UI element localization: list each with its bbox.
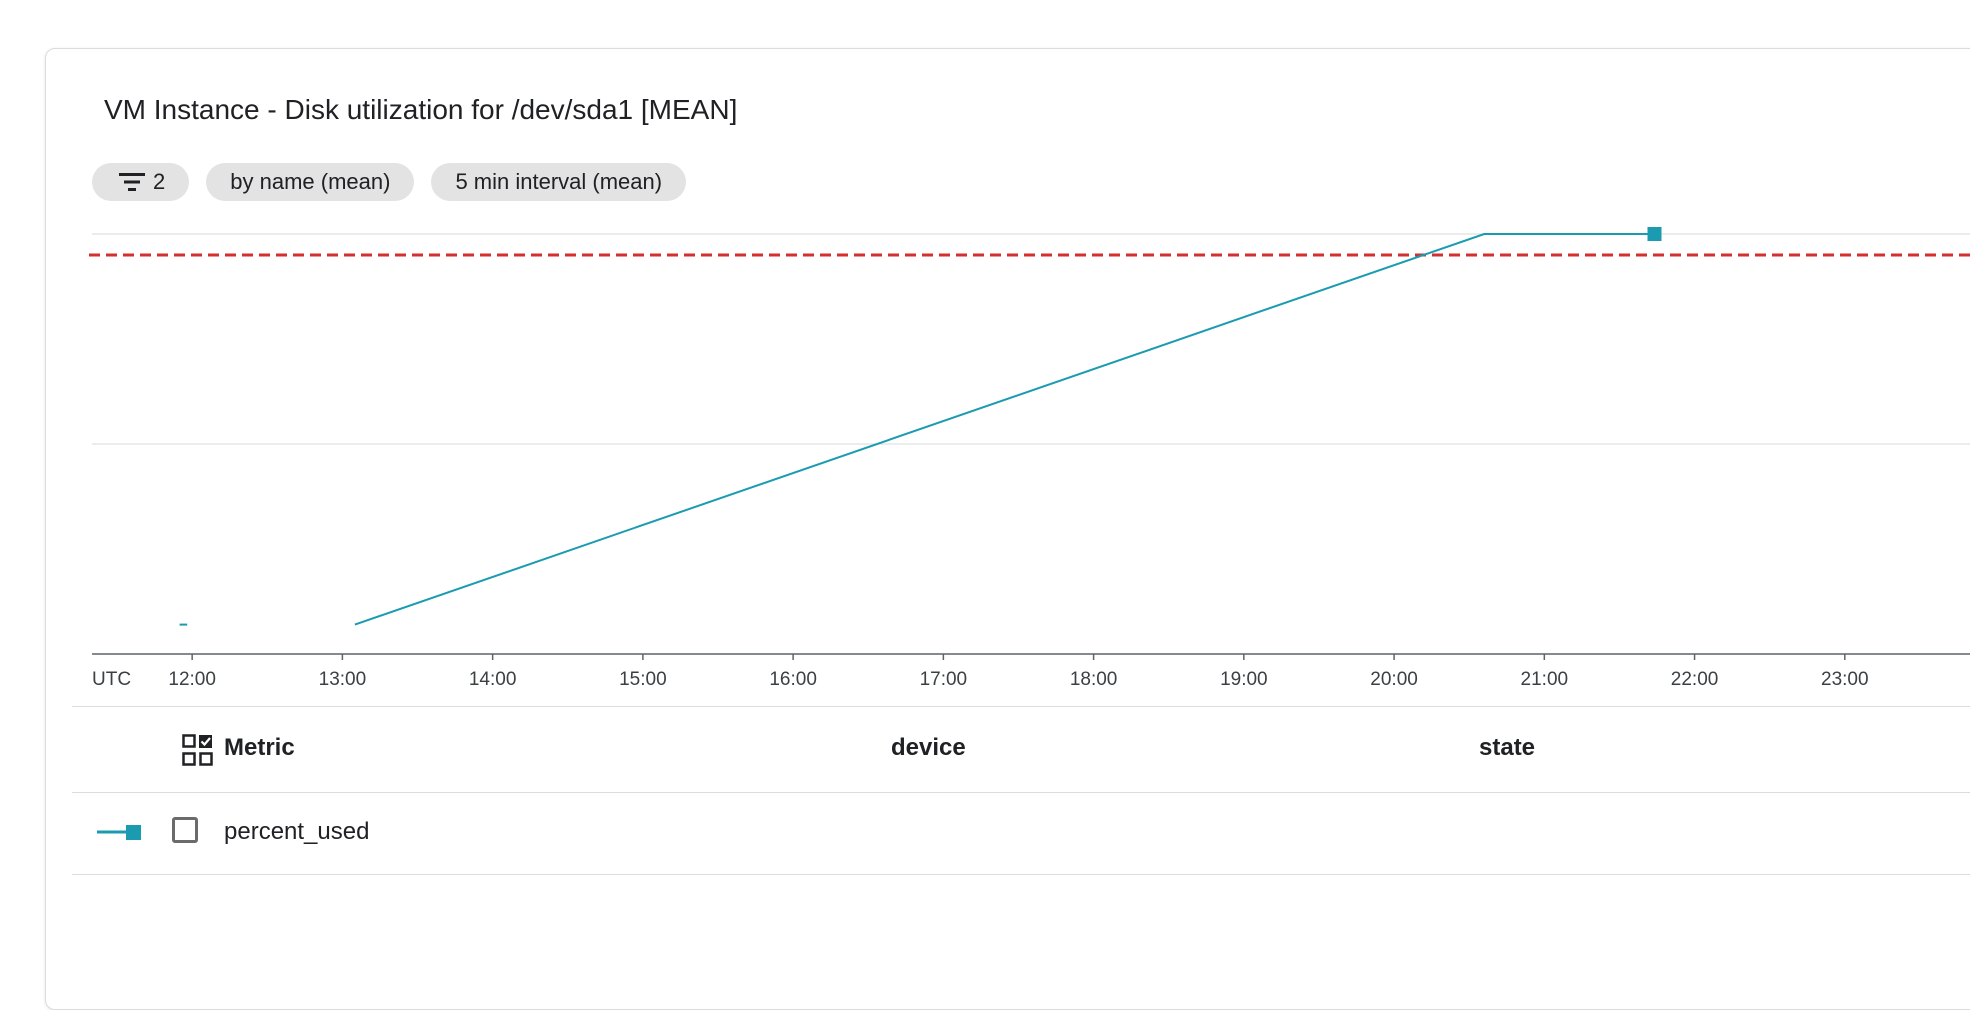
filter-count: 2: [153, 169, 166, 194]
x-tick-label-7: 19:00: [1220, 669, 1268, 690]
grid: [92, 233, 1970, 445]
series-0-segment-1: [354, 233, 1655, 626]
x-tick-label-1: 13:00: [319, 669, 367, 690]
filter-icon: [119, 172, 145, 192]
x-tick-label-5: 17:00: [920, 669, 968, 690]
column-header-device[interactable]: device: [891, 734, 966, 761]
row-metric-name: percent_used: [224, 818, 370, 845]
x-tick-label-10: 22:00: [1671, 669, 1719, 690]
x-tick-label-3: 15:00: [619, 669, 667, 690]
series-layer: [179, 227, 1662, 626]
checklist-grid-icon[interactable]: [182, 734, 214, 771]
filter-chip[interactable]: 2: [92, 163, 190, 201]
chart-card: [45, 48, 1970, 1010]
x-tick-label-2: 14:00: [469, 669, 517, 690]
x-tick-label-0: 12:00: [168, 669, 216, 690]
x-tick-label-8: 20:00: [1370, 669, 1418, 690]
series-0-end-marker: [1647, 227, 1662, 241]
x-tick-label-4: 16:00: [769, 669, 817, 690]
interval-chip[interactable]: 5 min interval (mean): [431, 163, 687, 201]
column-header-metric[interactable]: Metric: [224, 734, 295, 761]
x-axis: UTC 12:00 13:00 14:00 15:00 16:00 17:00 18:00 19…: [92, 653, 1970, 690]
table-top-divider: [72, 706, 1970, 707]
group-by-chip[interactable]: by name (mean): [206, 163, 415, 201]
x-tick-label-11: 23:00: [1821, 669, 1869, 690]
chip-bar: 2 by name (mean) 5 min interval (mean): [92, 163, 687, 201]
x-tick-label-9: 21:00: [1521, 669, 1569, 690]
table-row-divider: [72, 874, 1970, 875]
table-header-divider: [72, 792, 1970, 793]
series-visibility-checkbox[interactable]: [172, 817, 198, 843]
series-legend-swatch: [96, 823, 144, 846]
x-axis-timezone-label: UTC: [92, 669, 131, 690]
x-tick-label-6: 18:00: [1070, 669, 1118, 690]
chart-title: VM Instance - Disk utilization for /dev/…: [104, 94, 738, 125]
column-header-state[interactable]: state: [1479, 734, 1536, 761]
line-chart: UTC 12:00 13:00 14:00 15:00 16:00 17:00 18:00 19…: [89, 227, 1970, 690]
